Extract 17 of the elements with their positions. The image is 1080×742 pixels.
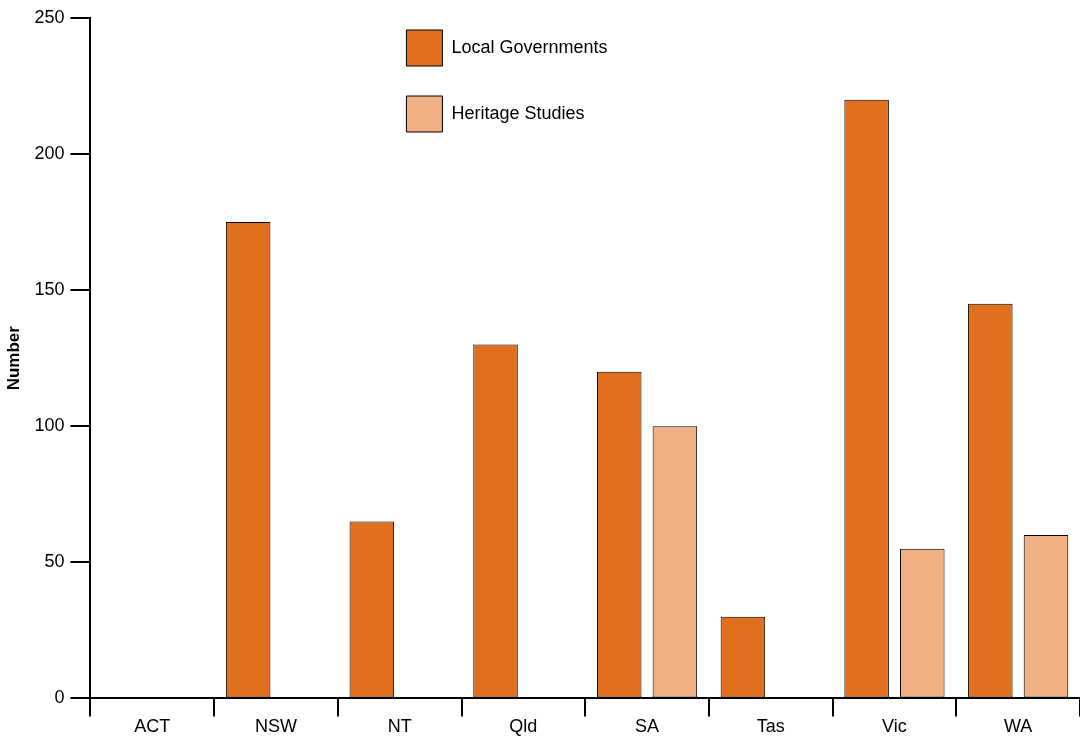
x-tick-label: WA (1003, 716, 1033, 737)
y-axis-title: Number (3, 325, 23, 391)
y-tick-label: 100 (34, 415, 65, 436)
legend-label: Heritage Studies (451, 102, 585, 123)
y-tick-label: 150 (34, 279, 65, 300)
x-tick-label: Tas (756, 716, 785, 737)
y-tick-label: 50 (44, 551, 65, 572)
x-tick-label: SA (635, 716, 660, 737)
legend-label: Local Governments (451, 36, 608, 57)
x-tick-label: Qld (509, 716, 538, 737)
y-tick-label: 250 (34, 6, 65, 27)
x-tick-label: ACT (134, 716, 171, 737)
x-tick-label: NT (387, 716, 412, 737)
y-tick-label: 200 (34, 143, 65, 164)
y-tick-label: 0 (54, 687, 65, 708)
x-tick-label: NSW (254, 716, 297, 737)
x-tick-label: Vic (882, 716, 907, 737)
